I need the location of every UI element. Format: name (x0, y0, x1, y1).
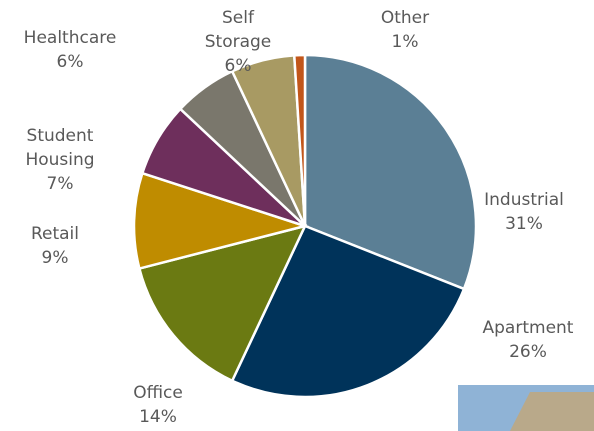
category-label: Apartment (482, 318, 574, 338)
slice-label: Office 14% (108, 381, 208, 429)
value-label: 6% (224, 56, 252, 76)
category-label: Other (380, 8, 430, 28)
slice-label: Self Storage 6% (188, 6, 288, 78)
value-label: 31% (505, 214, 543, 234)
slice-label: Healthcare 6% (20, 26, 120, 74)
value-label: 1% (391, 32, 419, 52)
value-label: 9% (41, 248, 69, 268)
slice-label: Student Housing 7% (10, 124, 110, 196)
category-label: Student Housing (25, 126, 95, 170)
category-label: Office (133, 383, 183, 403)
photo-building (510, 392, 594, 431)
pie-slice (230, 224, 466, 399)
pie-slice (292, 53, 307, 227)
pie-slice (137, 224, 308, 383)
value-label: 26% (509, 342, 547, 362)
category-label: Industrial (484, 190, 564, 210)
pie-slice (132, 171, 310, 271)
slice-label: Retail 9% (5, 222, 105, 270)
slice-label: Industrial 31% (474, 188, 574, 236)
category-label: Retail (30, 224, 80, 244)
slice-label: Apartment 26% (478, 316, 578, 364)
category-label: Healthcare (23, 28, 117, 48)
category-label: Self Storage (204, 8, 272, 52)
value-label: 14% (139, 407, 177, 427)
slice-label: Other 1% (355, 6, 455, 54)
value-label: 6% (56, 52, 84, 72)
pie-slice (303, 53, 478, 291)
value-label: 7% (46, 174, 74, 194)
